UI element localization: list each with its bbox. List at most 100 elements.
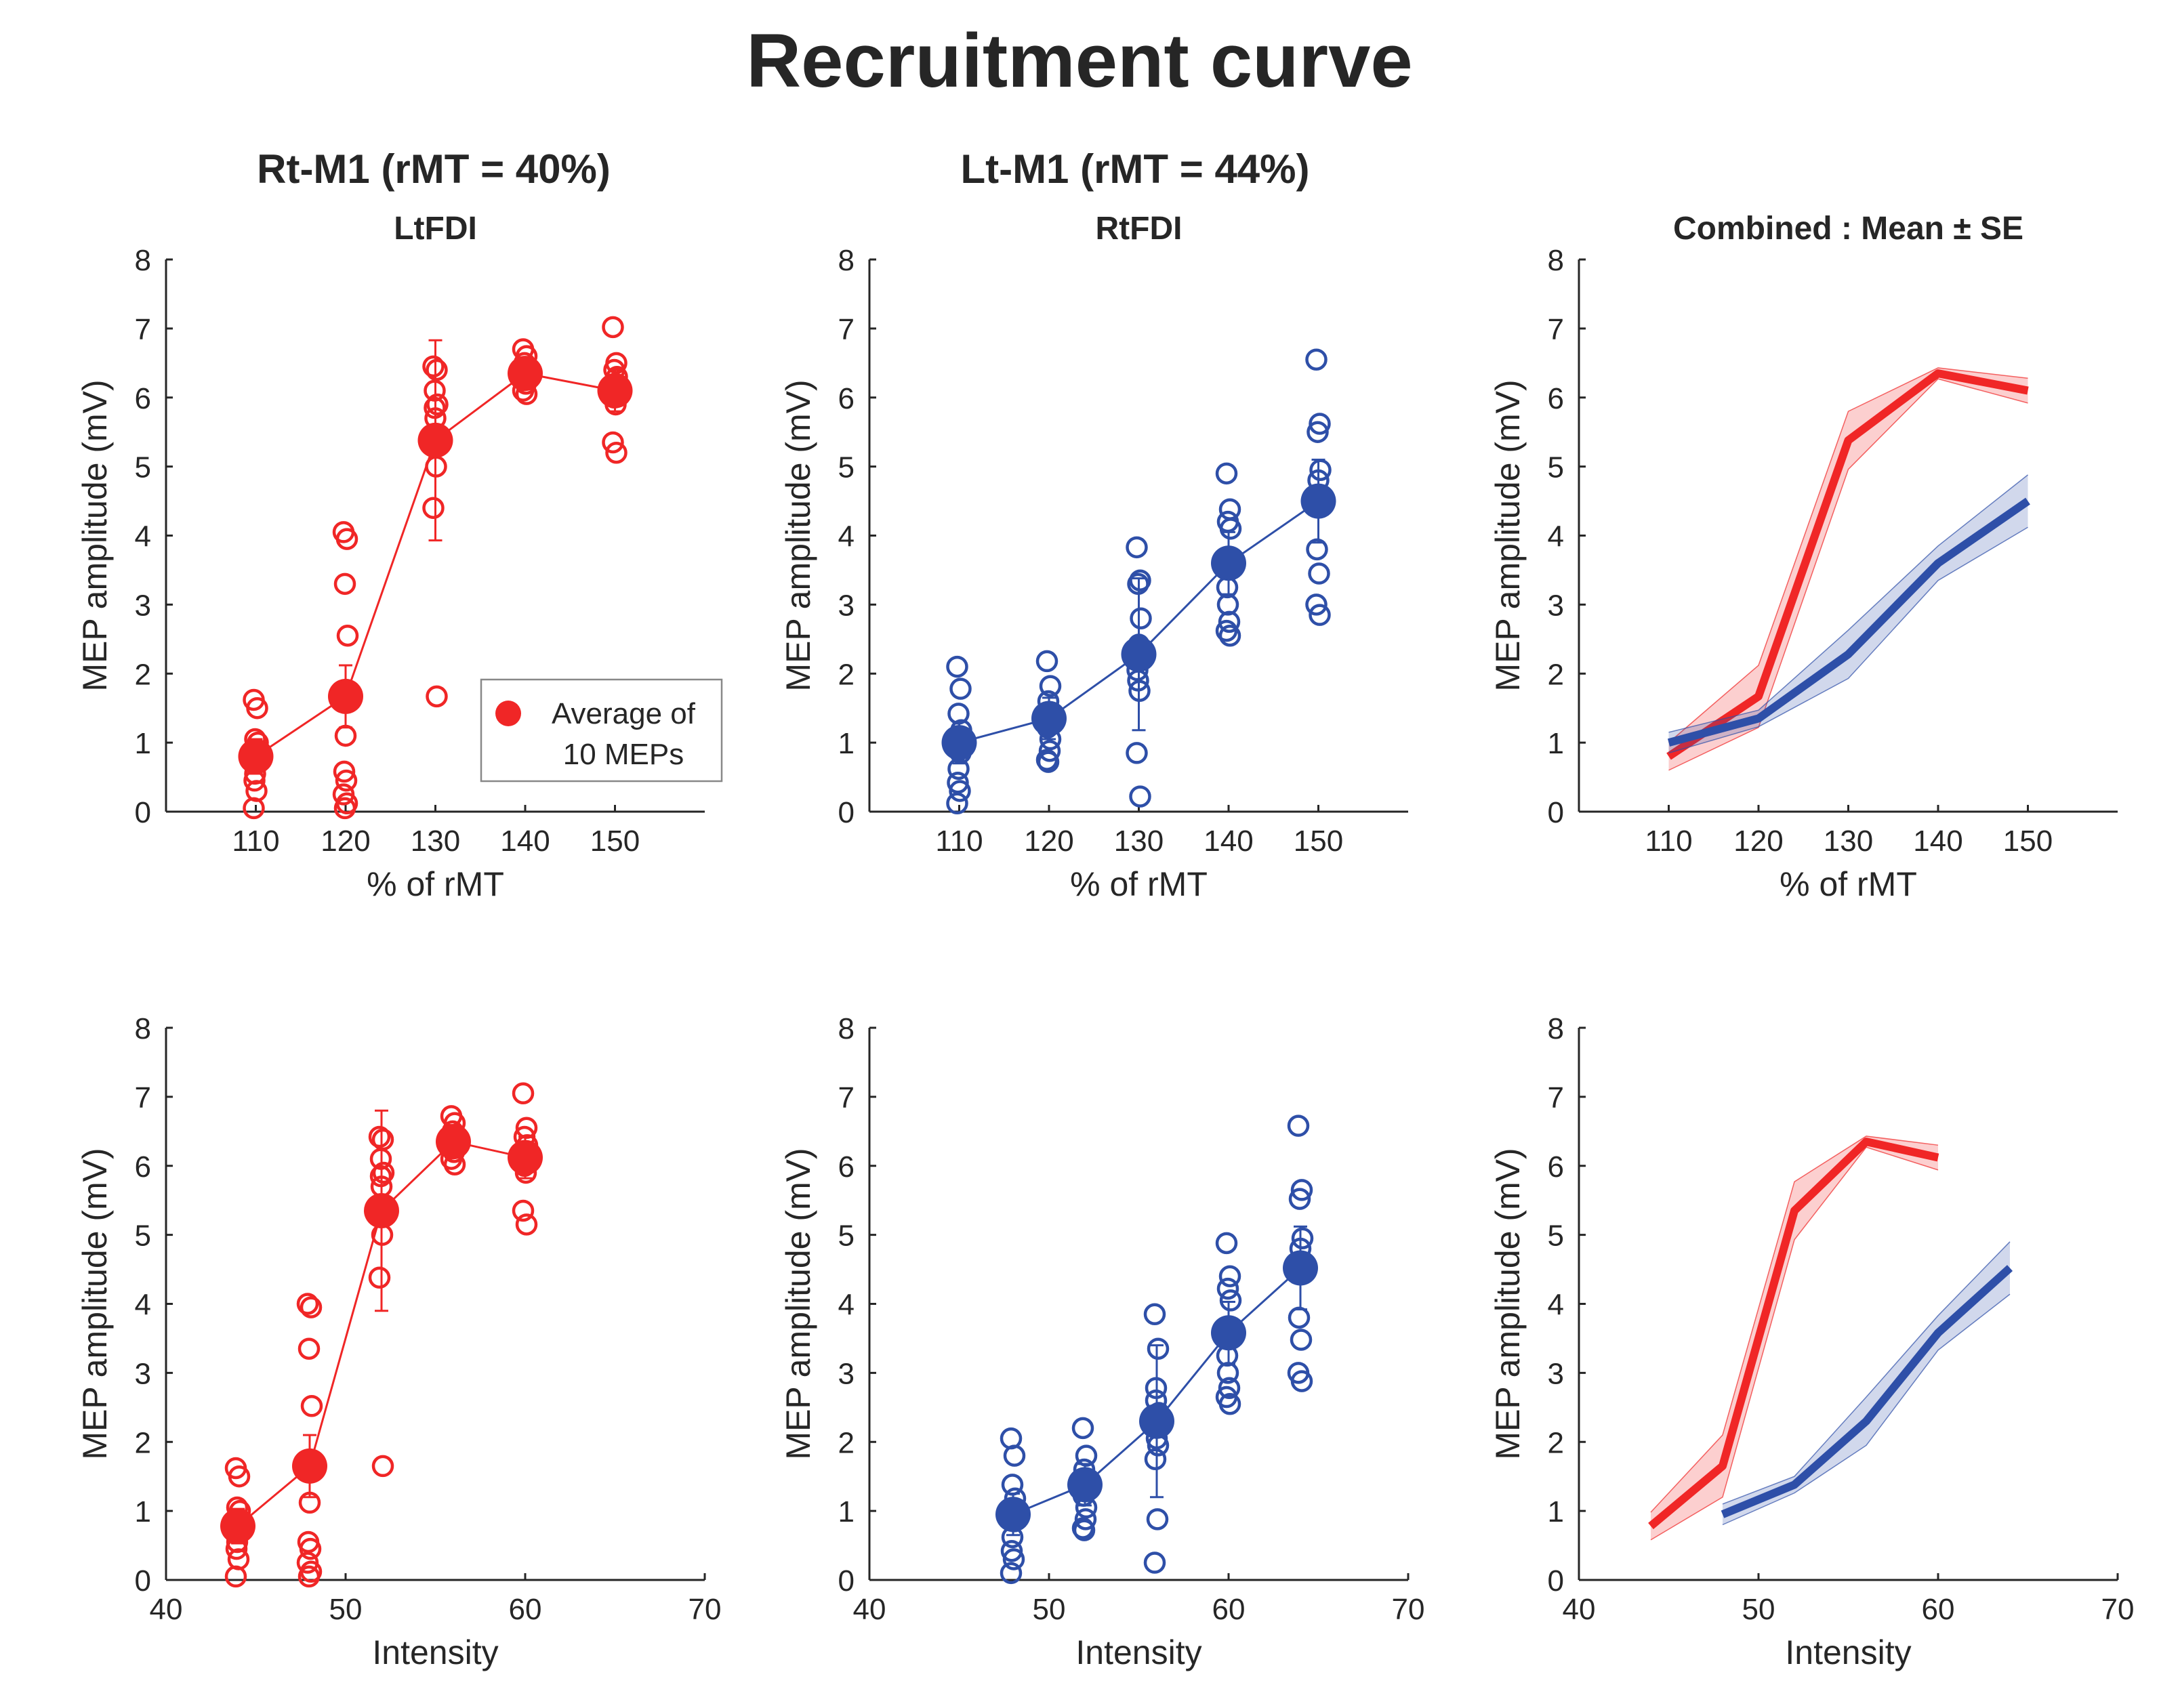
trial-point: [947, 771, 969, 794]
y-axis-label: MEP amplitude (mV): [76, 1148, 114, 1459]
trial-point: [1290, 1370, 1313, 1392]
legend-label-line1: Average of: [552, 697, 696, 730]
trial-point: [1218, 1392, 1241, 1415]
mean-point: [436, 1124, 471, 1160]
x-tick-label: 60: [509, 1593, 542, 1626]
trial-point: [335, 528, 358, 550]
y-tick-label: 8: [135, 1012, 151, 1045]
y-tick-label: 0: [135, 1564, 151, 1598]
se-band: [1651, 1136, 1938, 1540]
x-tick-label: 150: [590, 825, 640, 858]
trial-point: [426, 393, 449, 416]
trial-point: [422, 355, 445, 378]
mean-point: [995, 1497, 1031, 1533]
panel-title: LtFDI: [394, 211, 477, 247]
y-tick-label: 8: [135, 244, 151, 277]
se-band-lower: [1650, 1146, 1939, 1541]
trial-point: [1071, 1417, 1094, 1440]
x-tick-label: 50: [1033, 1593, 1066, 1626]
mean-point: [292, 1448, 327, 1484]
mean-line: [1666, 369, 2029, 760]
trial-point: [1074, 1508, 1097, 1530]
y-tick-label: 1: [1548, 727, 1564, 760]
x-tick-label: 140: [500, 825, 550, 858]
x-tick-label: 50: [1742, 1593, 1775, 1626]
trial-point: [1219, 1289, 1242, 1312]
trial-point: [371, 1455, 394, 1478]
x-tick-label: 130: [1824, 825, 1873, 858]
y-tick-label: 6: [135, 382, 151, 415]
y-tick-label: 1: [135, 727, 151, 760]
trial-point: [1218, 610, 1241, 633]
trial-point: [368, 1266, 391, 1289]
trial-point: [1305, 593, 1328, 616]
se-band-lower: [1668, 526, 2028, 754]
trial-point: [297, 1565, 321, 1588]
panel-bottom-right: 0 1 2 3 4 5 6 7 8 40 50 60 70 Intensity MEP amplitude …: [1489, 1012, 2134, 1671]
y-tick-label: 7: [135, 1081, 151, 1115]
x-tick-label: 120: [1024, 825, 1073, 858]
y-tick-label: 7: [838, 313, 855, 346]
y-tick-label: 3: [1548, 589, 1564, 622]
x-tick-label: 110: [935, 825, 983, 858]
mean-point: [597, 373, 633, 409]
mean-point: [1283, 1250, 1318, 1286]
y-tick-label: 4: [135, 520, 151, 554]
y-tick-label: 5: [1548, 451, 1564, 484]
trial-point: [1306, 538, 1328, 561]
trial-point: [296, 1293, 319, 1315]
trial-point: [1147, 1337, 1170, 1360]
mean-point: [238, 738, 274, 774]
legend-box: [480, 678, 723, 783]
trial-point: [1218, 1265, 1241, 1287]
trial-point: [300, 1395, 323, 1417]
trial-point: [299, 1537, 322, 1560]
y-tick-label: 5: [838, 451, 855, 484]
y-tick-label: 8: [1548, 244, 1564, 277]
mean-point: [220, 1508, 255, 1544]
y-tick-label: 8: [1548, 1012, 1564, 1045]
trial-point: [333, 572, 356, 596]
trial-point: [1290, 1179, 1313, 1201]
trial-point: [334, 724, 357, 747]
trial-point: [1215, 1232, 1238, 1255]
y-axis-label: MEP amplitude (mV): [1489, 379, 1527, 691]
x-axis-label: Intensity: [1785, 1633, 1911, 1671]
x-tick-label: 70: [2101, 1593, 2135, 1626]
x-axis-label: % of rMT: [1070, 865, 1208, 903]
se-band-upper: [1650, 1136, 1939, 1513]
panel-bottom-middle: 0 1 2 3 4 5 6 7 8 40 50 60 70 Intensity MEP amplitude …: [779, 1012, 1424, 1671]
mean-line: [1721, 1265, 2013, 1518]
y-tick-label: 7: [838, 1081, 855, 1115]
mean-point: [941, 725, 977, 761]
x-tick-label: 110: [232, 825, 279, 858]
panel-bottom-left: 0 1 2 3 4 5 6 7 8 40 50 60 70 Intensity MEP amplitude …: [76, 1012, 721, 1671]
trial-point: [1307, 421, 1329, 443]
y-tick-label: 6: [1548, 382, 1564, 415]
y-tick-label: 8: [838, 244, 855, 277]
se-band-upper: [1668, 367, 2028, 743]
trial-point: [1035, 650, 1058, 673]
trial-point: [605, 442, 628, 464]
trial-point: [1288, 1306, 1311, 1329]
trial-point: [1002, 1548, 1025, 1570]
y-tick-label: 0: [1548, 1564, 1564, 1598]
mean-point: [1211, 545, 1246, 581]
trial-point: [246, 696, 268, 720]
panel-title: RtFDI: [1096, 211, 1183, 247]
trial-point: [333, 797, 356, 820]
y-tick-label: 0: [135, 796, 151, 829]
mean-point: [1067, 1467, 1103, 1503]
trial-point: [1218, 1377, 1241, 1400]
mean-point: [1121, 636, 1157, 672]
x-axis-label: Intensity: [372, 1633, 498, 1671]
y-tick-label: 2: [1548, 1426, 1564, 1459]
y-tick-label: 3: [838, 1357, 855, 1390]
trial-point: [1309, 604, 1331, 626]
y-tick-label: 7: [1548, 1081, 1564, 1115]
panel-top-left: 0 1 2 3 4 5 6 7 8 110 120 130 140 150 % of rMT MEP ampl…: [76, 211, 723, 903]
legend-marker: [495, 701, 521, 726]
trial-point: [1309, 413, 1331, 435]
x-tick-label: 60: [1922, 1593, 1955, 1626]
